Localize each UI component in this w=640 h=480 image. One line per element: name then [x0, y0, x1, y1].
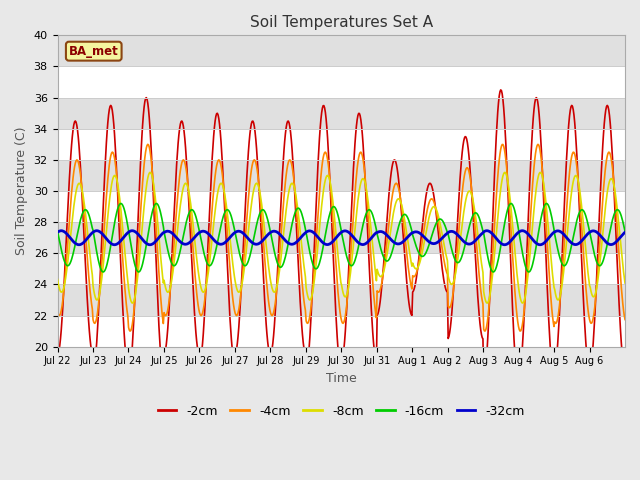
Bar [58, 191, 625, 222]
X-axis label: Time: Time [326, 372, 356, 385]
Bar [58, 315, 625, 347]
Bar [58, 160, 625, 191]
Y-axis label: Soil Temperature (C): Soil Temperature (C) [15, 127, 28, 255]
Bar [58, 36, 625, 66]
Bar [58, 129, 625, 160]
Bar [58, 285, 625, 315]
Bar [58, 253, 625, 285]
Bar [58, 66, 625, 97]
Legend: -2cm, -4cm, -8cm, -16cm, -32cm: -2cm, -4cm, -8cm, -16cm, -32cm [153, 400, 530, 423]
Bar [58, 222, 625, 253]
Text: BA_met: BA_met [69, 45, 118, 58]
Bar [58, 97, 625, 129]
Title: Soil Temperatures Set A: Soil Temperatures Set A [250, 15, 433, 30]
